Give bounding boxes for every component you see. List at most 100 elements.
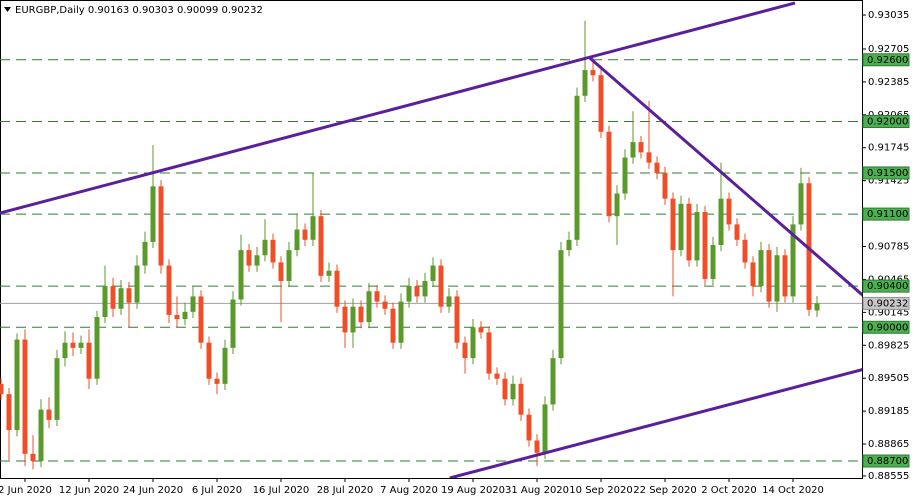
x-tick-label: 19 Aug 2020 [441, 485, 505, 496]
candle-body [422, 280, 428, 297]
candle-body [430, 265, 436, 281]
level-label-box [862, 115, 910, 129]
x-tick-label: 7 Aug 2020 [380, 485, 438, 496]
candle-body [662, 172, 668, 199]
candle-body [326, 270, 332, 276]
candle-body [566, 239, 572, 251]
candle-body [622, 157, 628, 194]
candle-body [158, 186, 164, 266]
candle-body [478, 327, 484, 333]
candle-body [238, 250, 244, 300]
candle-body [46, 409, 52, 420]
candle-body [30, 453, 36, 462]
y-tick-label: 0.88555 [868, 471, 909, 482]
level-label: 0.91100 [867, 209, 908, 220]
candle-body [630, 142, 636, 158]
candle-body [790, 224, 796, 297]
candle-body [278, 262, 284, 281]
candle-body [118, 288, 124, 309]
candle-body [502, 378, 508, 400]
candle-body [646, 152, 652, 163]
x-tick-label: 2 Jun 2020 [0, 485, 52, 496]
candle-body [694, 212, 700, 261]
candle-body [110, 286, 116, 309]
candle-body [550, 358, 556, 405]
candle-body [206, 342, 212, 379]
candle-body [350, 306, 356, 333]
candle-body [558, 250, 564, 359]
trendline [588, 56, 862, 297]
candle-body [670, 198, 676, 251]
title-arrow [4, 7, 11, 12]
candle-body [758, 250, 764, 287]
candle-body [774, 255, 780, 302]
level-label: 0.92000 [867, 117, 908, 128]
candle-body [0, 383, 4, 395]
current-price-label: 0.90232 [867, 298, 908, 309]
candle-body [814, 303, 820, 311]
candle-body [726, 198, 732, 225]
candle-body [574, 95, 580, 240]
candle-body [78, 342, 84, 348]
y-tick-label: 0.91425 [868, 176, 909, 187]
candle-body [86, 342, 92, 379]
candle-body [70, 342, 76, 348]
candle-body [254, 255, 260, 266]
x-tick-label: 12 Jun 2020 [59, 485, 119, 496]
x-tick-label: 14 Oct 2020 [762, 485, 824, 496]
candle-body [294, 229, 300, 251]
y-tick-label: 0.93035 [868, 10, 909, 21]
candle-body [654, 162, 660, 173]
candle-body [718, 198, 724, 245]
candle-body [54, 358, 60, 420]
candle-body [62, 342, 68, 359]
candle-body [310, 216, 316, 240]
x-tick-label: 24 Jun 2020 [123, 485, 183, 496]
candle-body [806, 183, 812, 310]
candle-body [14, 339, 20, 431]
trendline [0, 1, 796, 215]
y-tick-label: 0.91745 [868, 143, 909, 154]
candle-body [526, 414, 532, 441]
level-label-box [862, 279, 910, 293]
candle-body [390, 308, 396, 343]
candle-body [94, 316, 100, 379]
candle-body [230, 299, 236, 348]
candle-body [742, 239, 748, 263]
candle-body [150, 186, 156, 242]
y-tick-label: 0.88865 [868, 439, 909, 450]
candle-body [486, 332, 492, 374]
x-tick-label: 10 Sep 2020 [569, 485, 632, 496]
candle-body [494, 373, 500, 379]
candle-body [6, 394, 12, 431]
level-label: 0.91500 [867, 168, 908, 179]
candle-body [782, 255, 788, 297]
x-tick-label: 6 Jul 2020 [192, 485, 242, 496]
candle-body [214, 378, 220, 384]
level-label-box [862, 320, 910, 334]
candle-body [454, 296, 460, 343]
candle-body [374, 291, 380, 302]
candle-body [174, 314, 180, 320]
candle-body [614, 193, 620, 217]
candle-body [102, 286, 108, 317]
trendline [449, 368, 862, 478]
x-tick-label: 16 Jul 2020 [253, 485, 310, 496]
plot-frame [0, 0, 863, 479]
candle-body [798, 183, 804, 225]
y-tick-label: 0.89825 [868, 340, 909, 351]
level-label-box [862, 207, 910, 221]
candle-body [734, 224, 740, 240]
candle-body [302, 229, 308, 240]
candle-body [542, 404, 548, 453]
level-label-box [862, 166, 910, 180]
y-tick-label: 0.90785 [868, 242, 909, 253]
candle-body [710, 244, 716, 279]
level-label-box [862, 53, 910, 67]
candle-body [750, 262, 756, 287]
candle-body [22, 339, 28, 454]
level-label: 0.90400 [867, 281, 908, 292]
candle-body [766, 250, 772, 302]
candle-body [638, 142, 644, 153]
